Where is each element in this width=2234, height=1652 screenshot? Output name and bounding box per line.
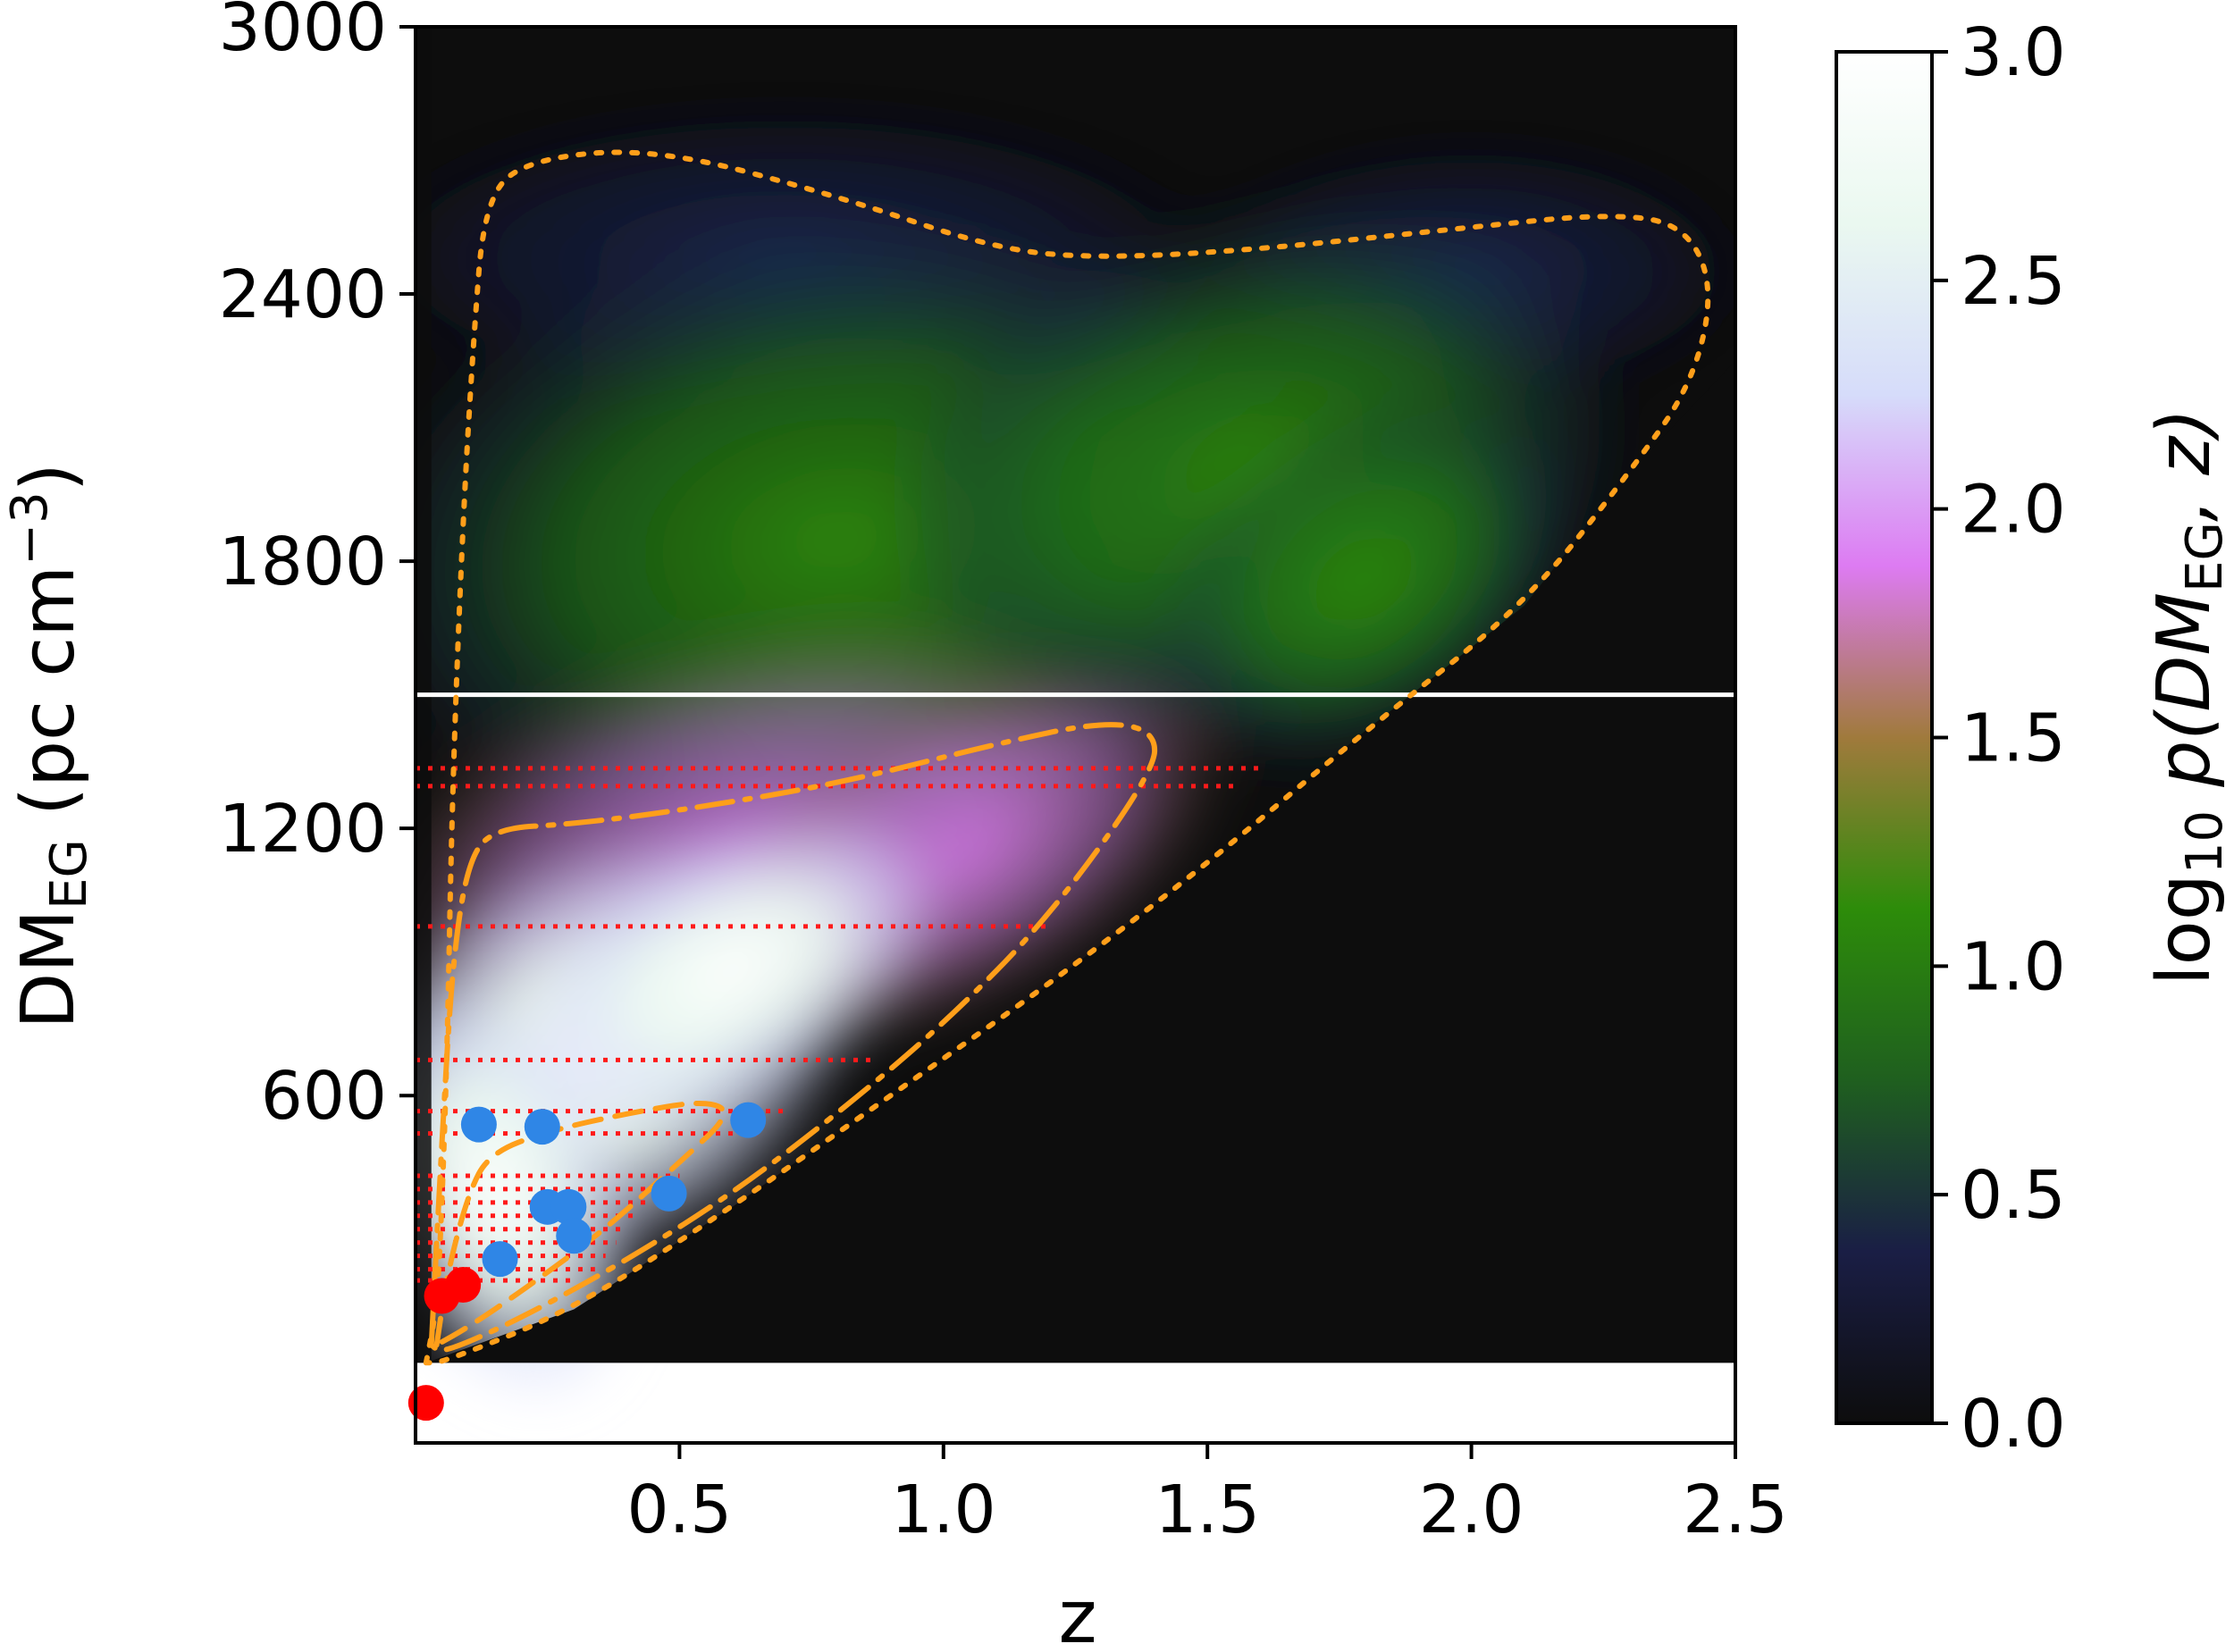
data-point	[556, 1218, 592, 1254]
x-axis-title: z	[1058, 1575, 1096, 1652]
y-axis: 600 1200 1800 2400 3000	[219, 0, 416, 1135]
data-point	[445, 1267, 482, 1304]
data-point	[407, 1385, 444, 1421]
y-axis-title-main: DM	[6, 910, 91, 1029]
x-tick-label: 1.0	[891, 1472, 996, 1548]
x-tick-label: 2.5	[1683, 1472, 1788, 1548]
colorbar-title-prefix: log	[2142, 874, 2227, 985]
colorbar-title-end: , z)	[2142, 408, 2227, 522]
density-heatmap	[416, 27, 1735, 1443]
colorbar-title-sub2: EG	[2176, 522, 2234, 592]
colorbar-tick-label: 1.0	[1961, 928, 2066, 1005]
zero-density-region	[425, 360, 1735, 1363]
y-axis-title-unit-open: (pc cm	[6, 566, 91, 839]
y-tick-label: 600	[261, 1058, 387, 1135]
contour-dashdot	[428, 722, 1158, 1354]
colorbar-tick-label: 2.5	[1961, 243, 2066, 320]
data-point	[524, 1109, 560, 1145]
heatmap-blob	[517, 809, 947, 1132]
y-tick-label: 2400	[219, 256, 387, 333]
colorbar-tick-label: 0.5	[1961, 1157, 2066, 1234]
colorbar-gradient	[1836, 52, 1932, 1423]
frb-points	[407, 1102, 767, 1421]
colorbar-title-rest: p(DM	[2142, 592, 2227, 810]
colorbar-tick-label: 3.0	[1961, 14, 2066, 91]
colorbar-tick-label: 1.5	[1961, 700, 2066, 777]
below-zero-region	[416, 1363, 1735, 1443]
x-tick-label: 0.5	[627, 1472, 733, 1548]
data-point	[460, 1106, 497, 1143]
data-point	[651, 1175, 687, 1212]
y-axis-title-unit-sup: −3	[1, 491, 59, 566]
colorbar: 0.0 0.5 1.0 1.5 2.0 2.5 3.0 log10 p(DMEG, z)	[1835, 14, 2234, 1463]
contour-dotted	[423, 149, 1711, 1366]
plot-frame	[414, 25, 1737, 1445]
data-point	[482, 1241, 518, 1278]
confidence-contours	[423, 149, 1711, 1366]
data-point	[550, 1188, 587, 1225]
colorbar-tick-label: 0.0	[1961, 1386, 2066, 1463]
y-axis-title-sub: EG	[40, 839, 98, 910]
x-tick-label: 1.5	[1155, 1472, 1260, 1548]
contour-dashed	[433, 1100, 726, 1348]
colorbar-title: log10 p(DMEG, z)	[2142, 408, 2234, 985]
y-tick-label: 3000	[219, 0, 387, 66]
colorbar-title-sub: 10	[2176, 810, 2234, 874]
colorbar-tick-label: 2.0	[1961, 472, 2066, 549]
y-axis-title-unit-close: )	[6, 463, 91, 491]
y-tick-label: 1800	[219, 524, 387, 600]
data-point	[730, 1102, 767, 1138]
x-tick-label: 2.0	[1419, 1472, 1524, 1548]
x-axis: 0.5 1.0 1.5 2.0 2.5	[627, 1443, 1788, 1548]
y-tick-label: 1200	[219, 791, 387, 868]
colorbar-ticks: 0.0 0.5 1.0 1.5 2.0 2.5 3.0	[1932, 14, 2066, 1463]
y-axis-title: DMEG (pc cm−3)	[1, 463, 98, 1028]
